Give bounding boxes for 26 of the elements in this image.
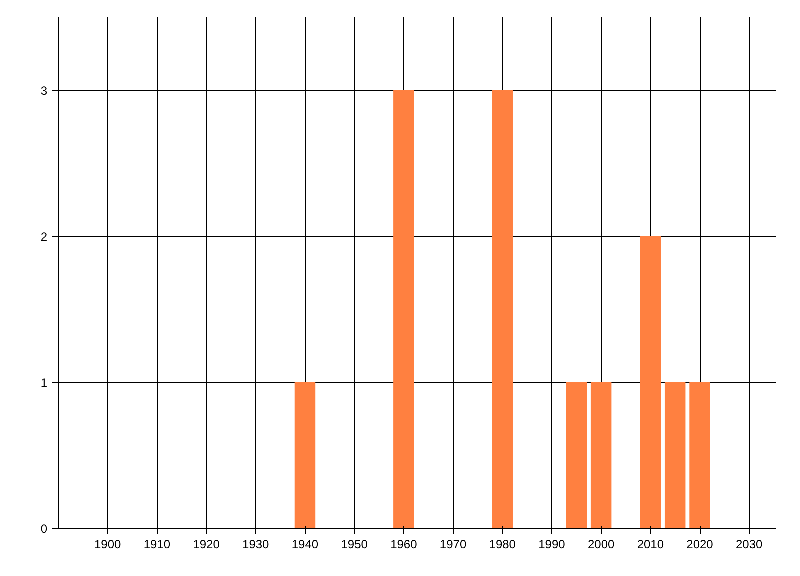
bar xyxy=(690,382,710,528)
x-tick-label: 2030 xyxy=(736,538,764,552)
y-tick-label: 3 xyxy=(40,84,48,98)
y-tick-label: 0 xyxy=(40,522,48,536)
bar xyxy=(492,90,513,528)
x-tick-label: 2020 xyxy=(686,538,714,552)
x-tick-label: 1960 xyxy=(390,538,418,552)
bar xyxy=(664,382,686,528)
x-tick-label: 1950 xyxy=(341,538,368,552)
x-tick-label: 1920 xyxy=(193,538,220,552)
bar xyxy=(394,90,414,528)
bar xyxy=(566,382,588,528)
x-tick-label: 1930 xyxy=(242,538,270,552)
x-tick-label: 1990 xyxy=(538,538,566,552)
x-tick-label: 1900 xyxy=(94,538,122,552)
bar xyxy=(590,382,612,528)
bar xyxy=(294,382,316,528)
x-tick-label: 1910 xyxy=(144,538,171,552)
x-tick-label: 1970 xyxy=(440,538,467,552)
x-tick-label: 2010 xyxy=(637,538,664,552)
x-tick-label: 1980 xyxy=(489,538,516,552)
bar xyxy=(640,236,662,528)
y-tick-label: 2 xyxy=(40,230,48,244)
x-tick-label: 1940 xyxy=(292,538,319,552)
x-tick-label: 2000 xyxy=(588,538,615,552)
y-tick-label: 1 xyxy=(40,376,48,390)
